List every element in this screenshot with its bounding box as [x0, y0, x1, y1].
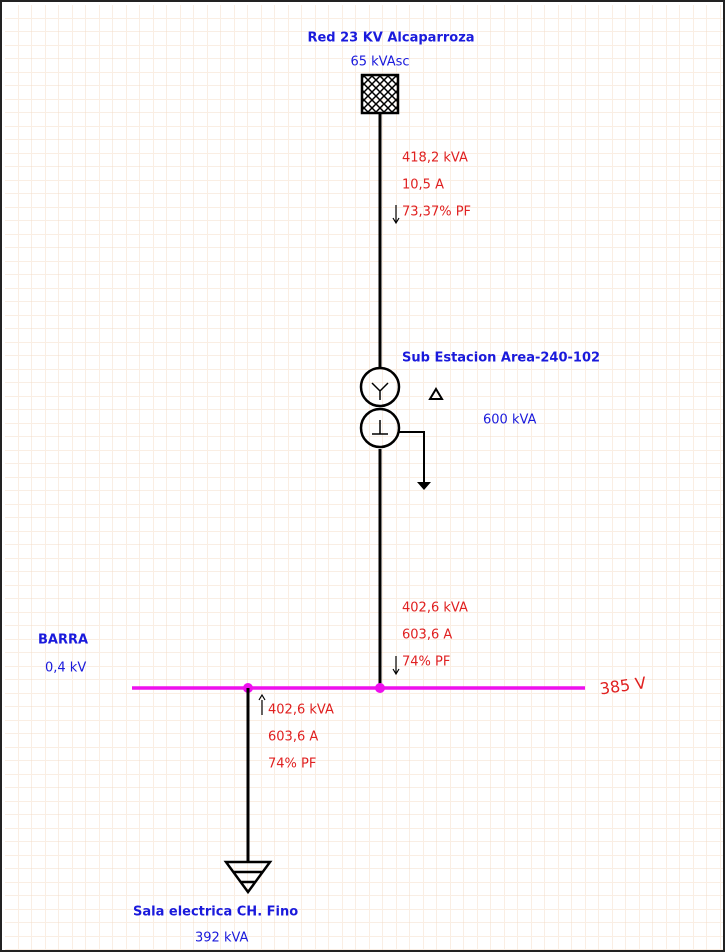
bus-label: BARRA	[38, 633, 88, 648]
source-label: Red 23 KV Alcaparroza	[307, 31, 474, 46]
delta-symbol	[428, 387, 444, 400]
flow-pf: 74% PF	[268, 757, 316, 772]
flow-arrow	[392, 205, 400, 225]
flow-arrow	[258, 693, 266, 715]
winding-mark	[371, 382, 389, 435]
bus-node	[375, 683, 385, 693]
transformer-winding	[359, 366, 401, 408]
grid	[5, 5, 725, 952]
transformer-rating: 600 kVA	[483, 413, 537, 428]
flow-arrow	[392, 656, 400, 676]
transformer-winding	[359, 407, 401, 449]
flow-current: 603,6 A	[402, 628, 452, 643]
load-label: Sala electrica CH. Fino	[133, 905, 298, 920]
flow-current: 10,5 A	[402, 178, 444, 193]
transformer-label: Sub Estacion Area-240-102	[402, 351, 600, 366]
bus-nominal: 0,4 kV	[45, 661, 86, 676]
flow-pf: 74% PF	[402, 655, 450, 670]
neutral-ground	[398, 431, 425, 484]
flow-power: 402,6 kVA	[402, 601, 468, 616]
flow-power: 418,2 kVA	[402, 151, 468, 166]
flow-power: 402,6 kVA	[268, 703, 334, 718]
source-rating: 65 kVAsc	[350, 55, 409, 70]
ground-arrow	[417, 482, 431, 490]
load-rating: 392 kVA	[195, 931, 249, 946]
flow-current: 603,6 A	[268, 730, 318, 745]
load-symbol	[223, 860, 273, 895]
flow-pf: 73,37% PF	[402, 205, 471, 220]
source-symbol	[360, 73, 400, 115]
